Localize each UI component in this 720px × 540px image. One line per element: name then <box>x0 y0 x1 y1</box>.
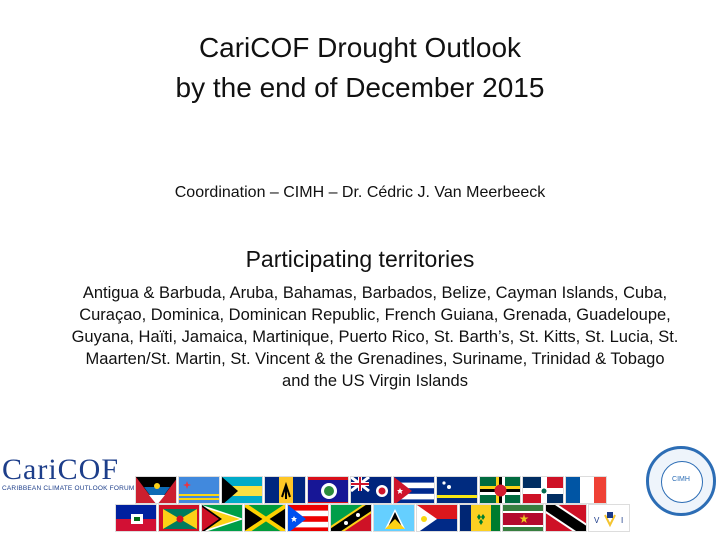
flag-curacao <box>436 476 478 504</box>
title-line-2: by the end of December 2015 <box>175 72 545 103</box>
flag-st-vincent <box>459 504 501 532</box>
flag-dominican-republic <box>522 476 564 504</box>
logo-tagline: CARIBBEAN CLIMATE OUTLOOK FORUM <box>2 485 135 492</box>
flag-haiti <box>115 504 157 532</box>
svg-text:V: V <box>594 516 600 525</box>
flag-sint-maarten <box>416 504 458 532</box>
flag-dominica <box>479 476 521 504</box>
flag-suriname <box>502 504 544 532</box>
participating-heading: Participating territories <box>245 246 475 272</box>
logo-name: CariCOF <box>2 453 120 486</box>
flag-bahamas <box>221 476 263 504</box>
flag-trinidad-tobago <box>545 504 587 532</box>
flag-aruba <box>178 476 220 504</box>
flag-puerto-rico <box>287 504 329 532</box>
flag-cuba <box>393 476 435 504</box>
seal-text: CIMH <box>672 476 690 483</box>
countries-list: Antigua & Barbuda, Aruba, Bahamas, Barba… <box>71 284 679 390</box>
caricof-logo: CariCOF CARIBBEAN CLIMATE OUTLOOK FORUM <box>2 453 135 493</box>
flag-st-kitts <box>330 504 372 532</box>
flag-grenada <box>158 504 200 532</box>
flag-france <box>565 476 607 504</box>
cimh-seal: CIMH <box>646 446 716 516</box>
seal-inner <box>661 461 703 503</box>
svg-text:I: I <box>621 516 623 525</box>
flag-barbados <box>264 476 306 504</box>
coordination-line: Coordination – CIMH – Dr. Cédric J. Van … <box>174 184 546 201</box>
flag-cayman <box>350 476 392 504</box>
flag-guyana <box>201 504 243 532</box>
slide-title: CariCOF Drought Outlook by the end of De… <box>0 28 720 108</box>
flag-belize <box>307 476 349 504</box>
flag-st-lucia <box>373 504 415 532</box>
title-line-1: CariCOF Drought Outlook <box>198 32 522 63</box>
flag-antigua <box>135 476 177 504</box>
flag-jamaica <box>244 504 286 532</box>
